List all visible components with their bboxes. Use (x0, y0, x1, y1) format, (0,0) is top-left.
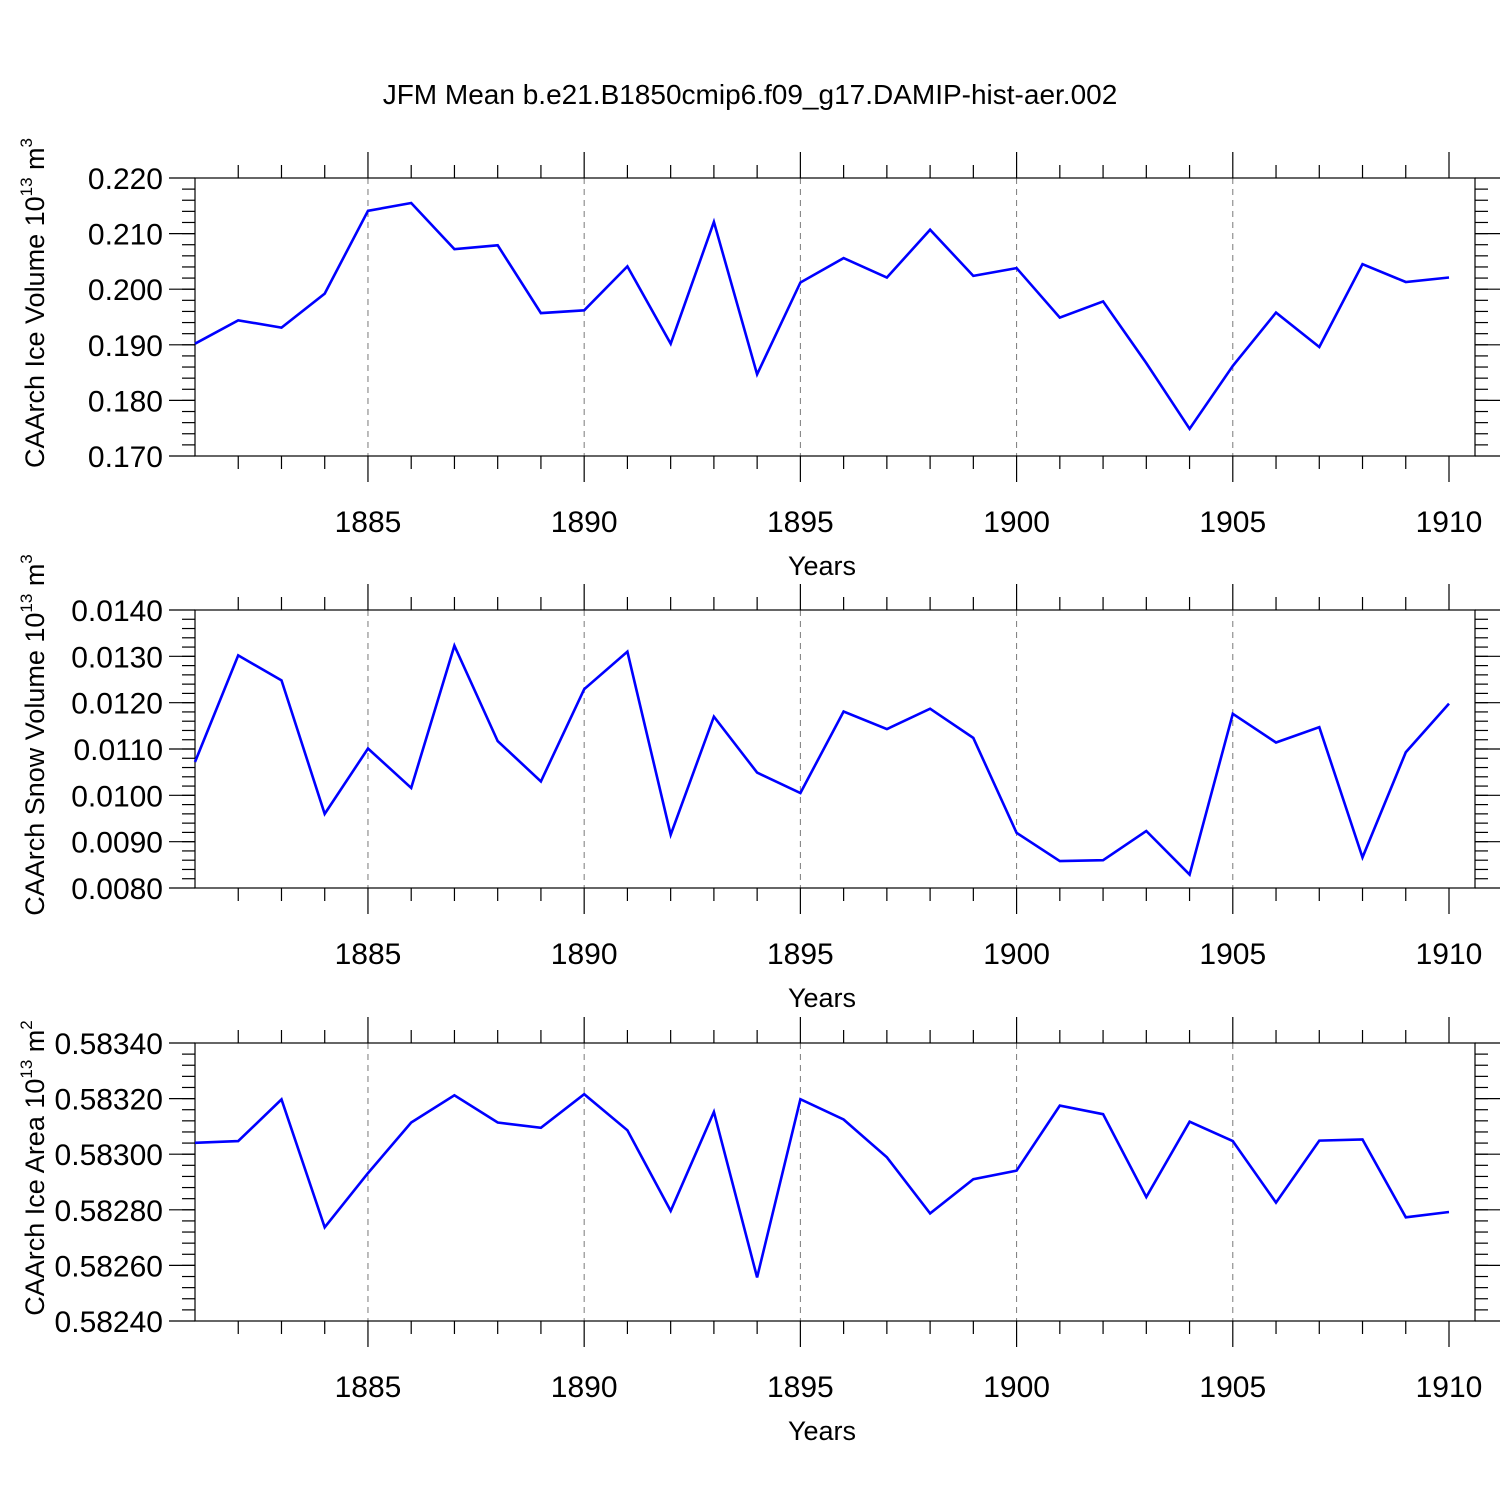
series-line (194, 201, 1450, 432)
panel-3: 0.58240 0.58260 0.58280 0.58300 0.58320 0.583… (17, 1017, 1500, 1446)
figure-title: JFM Mean b.e21.B1850cmip6.f09_g17.DAMIP-… (383, 79, 1118, 110)
y-tick-label: 0.0080 (71, 873, 163, 906)
x-tick-label: 1890 (551, 1371, 618, 1404)
x-tick-label: 1895 (767, 506, 834, 539)
x-tick-label: 1885 (335, 1371, 402, 1404)
y-tick-label: 0.220 (88, 163, 163, 196)
x-tick-label: 1905 (1199, 506, 1266, 539)
x-tick-label: 1895 (767, 938, 834, 971)
y-axis-title: CAArch Ice Volume 1013 m3 (17, 138, 50, 468)
y-tick-label: 0.200 (88, 274, 163, 307)
y-tick-label: 0.58340 (55, 1028, 163, 1061)
y-tick-label: 0.0140 (71, 595, 163, 628)
y-tick-label: 0.58260 (55, 1250, 163, 1283)
plot-frame (194, 609, 1476, 889)
plot-frame (194, 177, 1476, 457)
x-tick-label: 1885 (335, 506, 402, 539)
panel-2: 0.0080 0.0090 0.0100 0.0110 0.0120 0.0130 0.01… (17, 554, 1500, 1013)
y-axis-title: CAArch Ice Area 1013 m2 (17, 1020, 50, 1316)
x-tick-label: 1910 (1416, 506, 1483, 539)
x-axis-title: Years (788, 1416, 856, 1446)
y-tick-label: 0.0120 (71, 688, 163, 721)
x-tick-label: 1900 (983, 506, 1050, 539)
y-tick-label: 0.170 (88, 441, 163, 474)
y-tick-label: 0.210 (88, 219, 163, 252)
x-tick-label: 1900 (983, 1371, 1050, 1404)
series-line (193, 642, 1450, 878)
x-tick-label: 1890 (551, 938, 618, 971)
series-line (194, 1092, 1450, 1278)
x-tick-label: 1895 (767, 1371, 834, 1404)
y-tick-label: 0.0090 (71, 827, 163, 860)
x-tick-label: 1890 (551, 506, 618, 539)
x-tick-label: 1905 (1199, 938, 1266, 971)
plot-frame (194, 1042, 1476, 1322)
y-tick-label: 0.58240 (55, 1306, 163, 1339)
y-tick-label: 0.0100 (71, 780, 163, 813)
y-tick-label: 0.58300 (55, 1139, 163, 1172)
y-tick-label: 0.58280 (55, 1195, 163, 1228)
y-tick-label: 0.0110 (73, 734, 163, 767)
x-tick-label: 1885 (335, 938, 402, 971)
x-tick-label: 1910 (1416, 1371, 1483, 1404)
y-tick-label: 0.180 (88, 385, 163, 418)
x-axis-title: Years (788, 983, 856, 1013)
y-tick-label: 0.58320 (55, 1084, 163, 1117)
x-tick-label: 1910 (1416, 938, 1483, 971)
x-axis-title: Years (788, 551, 856, 581)
x-tick-label: 1905 (1199, 1371, 1266, 1404)
y-tick-label: 0.0130 (71, 641, 163, 674)
y-axis-title: CAArch Snow Volume 1013 m3 (17, 554, 50, 916)
x-tick-label: 1900 (983, 938, 1050, 971)
panel-1: 0.170 0.180 0.190 0.200 0.210 0.220 1885 1890 18… (17, 138, 1500, 581)
y-tick-label: 0.190 (88, 330, 163, 363)
